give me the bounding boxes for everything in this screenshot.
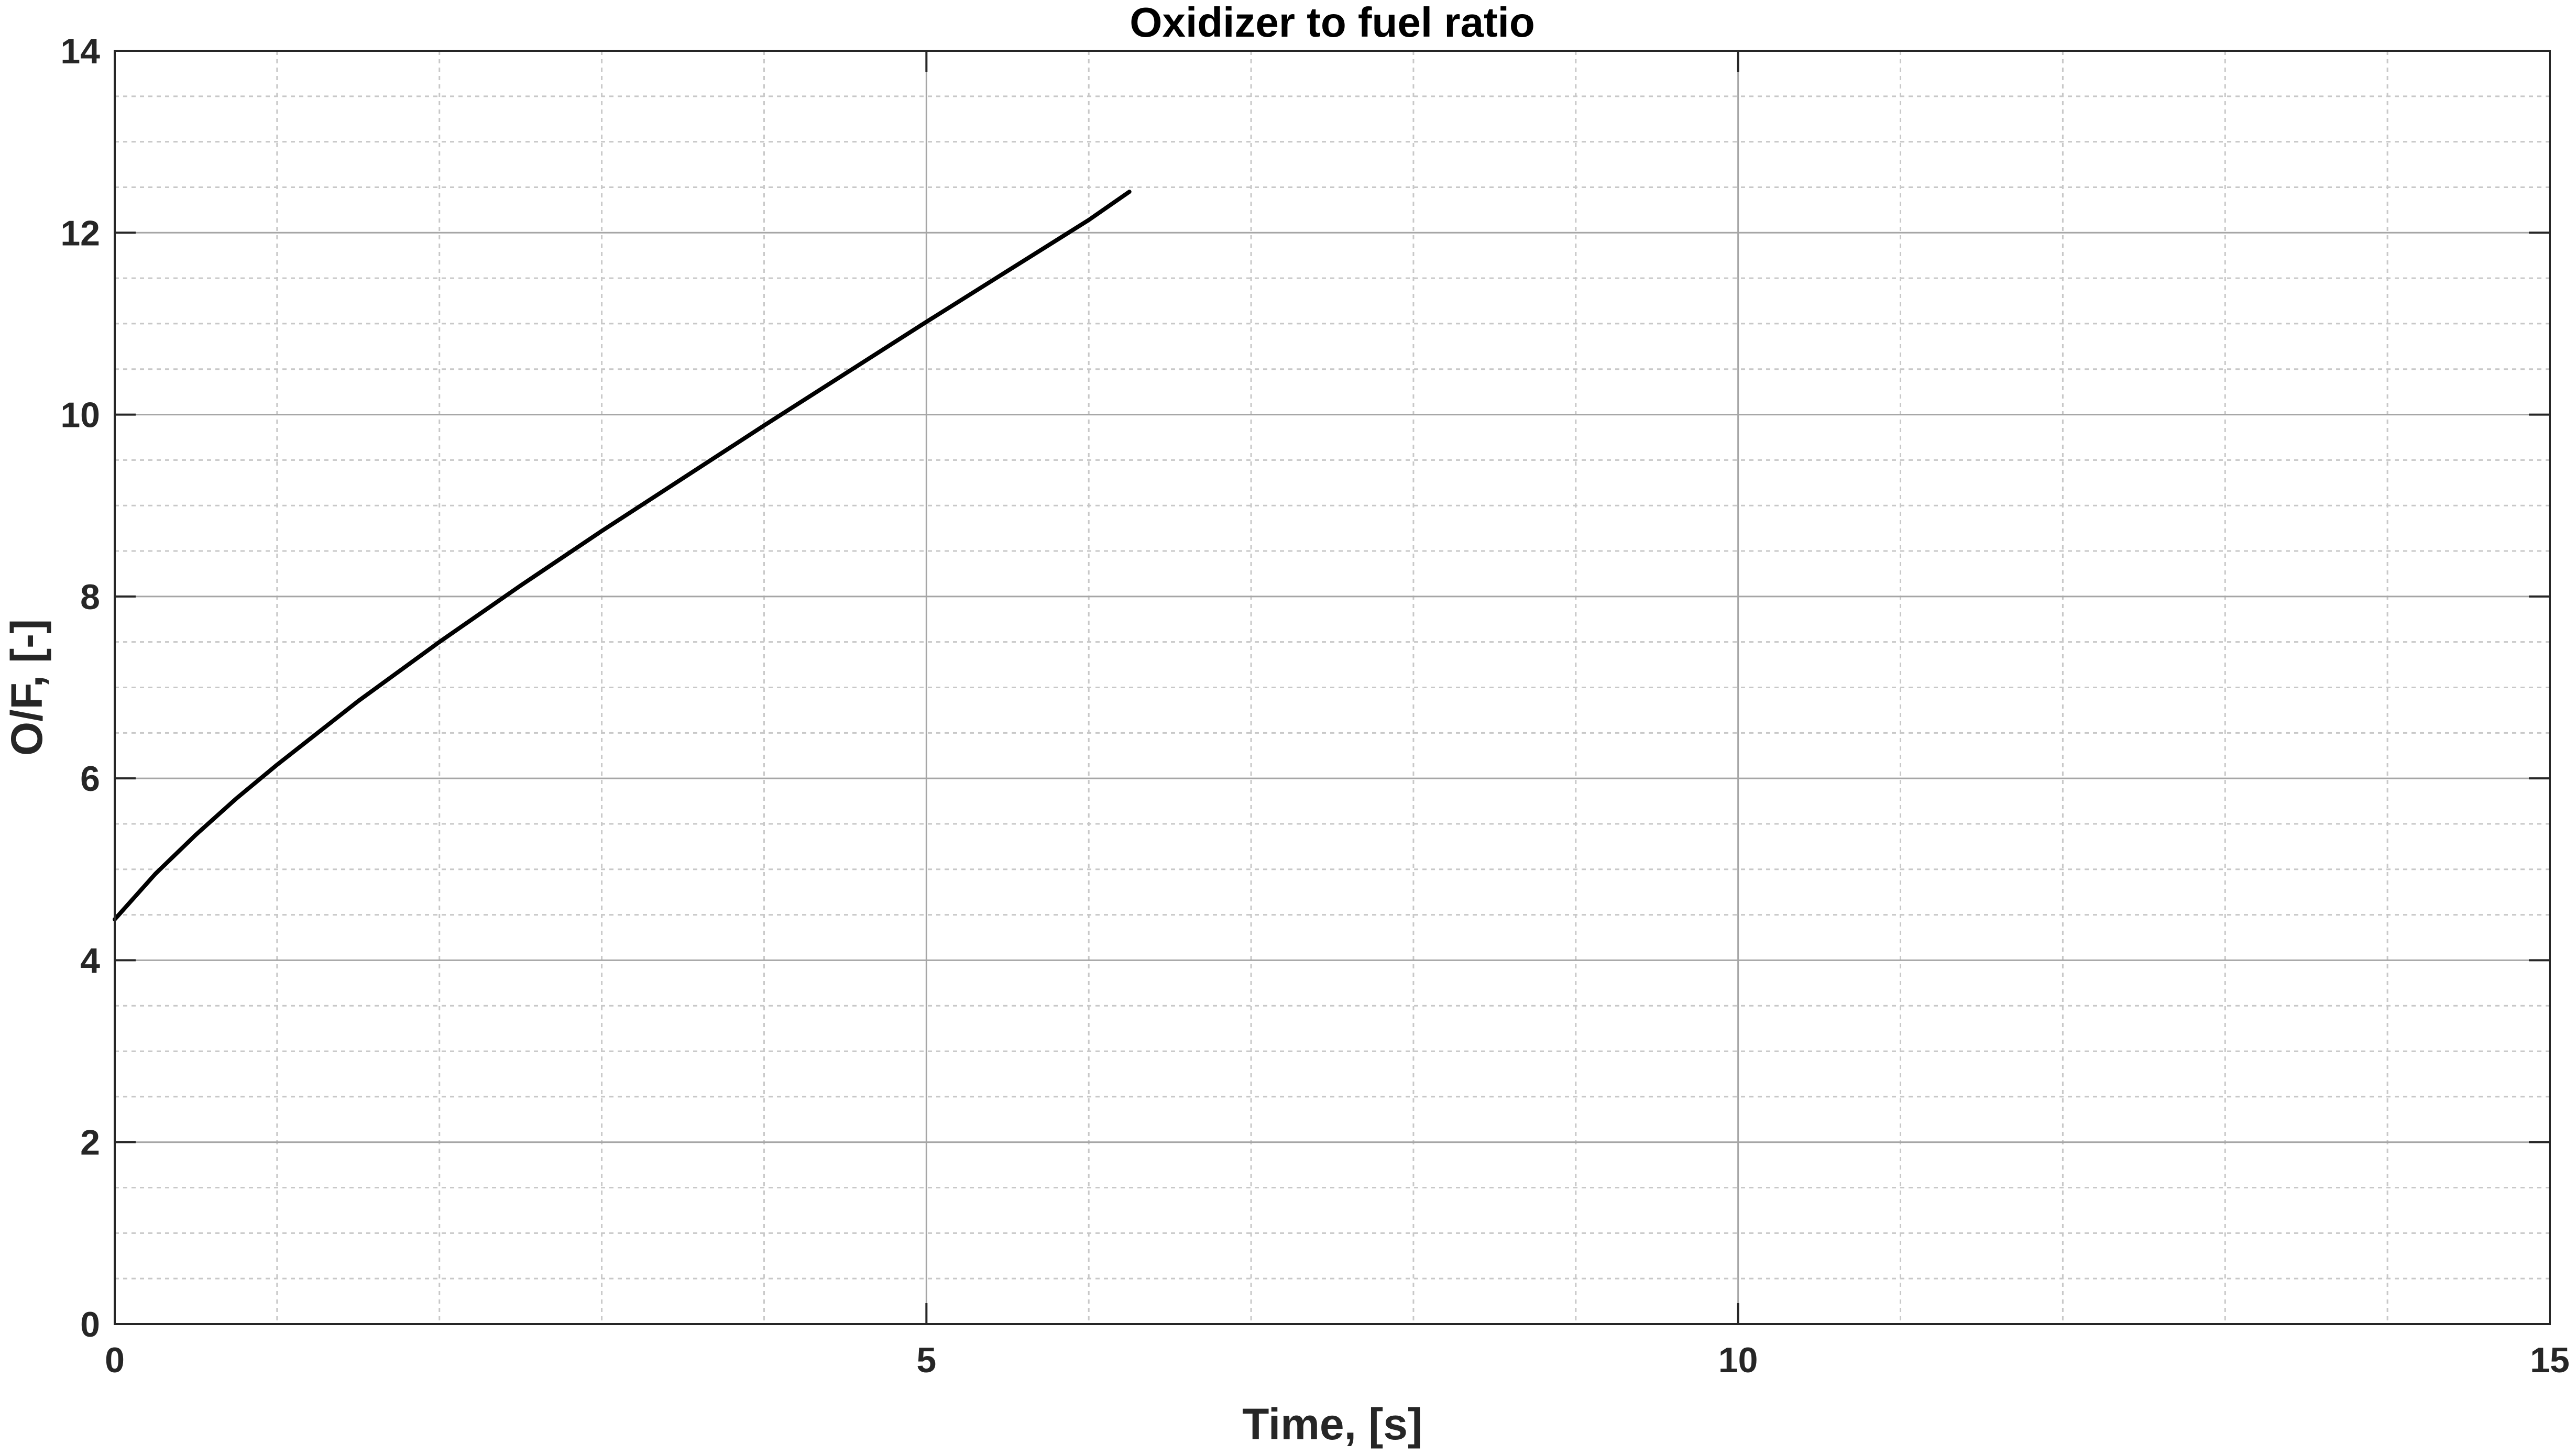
x-tick-label: 5 xyxy=(916,1340,936,1380)
chart-title: Oxidizer to fuel ratio xyxy=(1130,0,1534,46)
y-tick-label: 8 xyxy=(80,577,100,617)
series-group xyxy=(113,190,1132,922)
minor-gridlines xyxy=(115,51,2550,1324)
x-tick-label: 0 xyxy=(105,1340,125,1380)
plot-area-frame xyxy=(114,50,2551,1325)
y-tick-label: 6 xyxy=(80,759,100,799)
y-tick-label: 2 xyxy=(80,1123,100,1163)
y-axis-label: O/F, [-] xyxy=(2,619,51,756)
axes xyxy=(114,50,2551,1325)
series-line xyxy=(113,190,1132,922)
x-axis-label: Time, [s] xyxy=(1242,1399,1422,1449)
y-tick-labels: 0 2 4 6 8 10 12 14 xyxy=(60,31,100,1344)
y-tick-label: 10 xyxy=(60,395,100,435)
x-tick-label: 15 xyxy=(2530,1340,2570,1380)
y-tick-label: 4 xyxy=(80,941,100,980)
y-tick-label: 0 xyxy=(80,1305,100,1344)
y-tick-label: 12 xyxy=(60,213,100,253)
x-tick-label: 10 xyxy=(1718,1340,1758,1380)
y-tick-label: 14 xyxy=(60,31,100,71)
x-tick-labels: 0 5 10 15 xyxy=(105,1340,2570,1380)
